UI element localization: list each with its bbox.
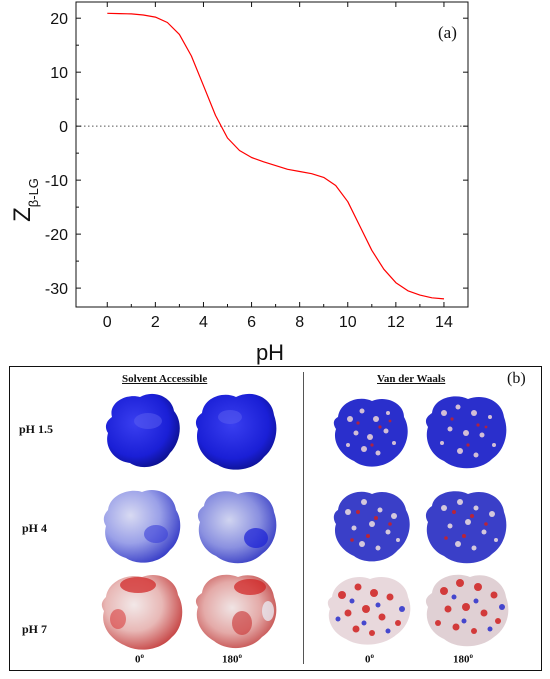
chart-series [107, 12, 445, 300]
x-tick-label: 0 [103, 314, 112, 331]
surface-vdw-ph1-5-180deg [425, 396, 507, 469]
x-tick-label: 10 [339, 314, 357, 331]
x-tick-label: 12 [387, 314, 405, 331]
surface-vdw-ph7-0deg [327, 577, 411, 645]
surface-vdw-ph4-180deg [425, 491, 507, 564]
y-axis-title-main: Z [9, 207, 36, 222]
chart-axes [75, 1, 469, 308]
heading-solvent-accessible: Solvent Accessible [122, 373, 208, 385]
x-tick-label: 14 [435, 314, 453, 331]
surface-sa-ph4-0deg [103, 490, 181, 563]
heading-van-der-waals: Van der Waals [377, 373, 446, 385]
x-tick-label: 6 [247, 314, 256, 331]
svg-text:Zβ-LG: Zβ-LG [9, 178, 41, 222]
surface-sa-ph7-0deg [101, 575, 183, 650]
surface-sa-ph1-5-180deg [195, 393, 277, 470]
row-label-ph-7: pH 7 [22, 622, 48, 636]
y-tick-label: 0 [59, 119, 68, 136]
y-tick-label: 20 [50, 11, 68, 28]
y-tick-label: -30 [45, 281, 68, 298]
surface-sa-ph7-180deg [195, 574, 277, 649]
y-axis-title: Zβ-LG [9, 178, 41, 222]
x-axis-title: pH [256, 340, 284, 365]
surface-vdw-ph1-5-0deg [333, 398, 408, 467]
x-tick-label: 4 [199, 314, 208, 331]
surface-vdw-ph4-0deg [333, 491, 410, 562]
row-label-ph-1-5: pH 1.5 [19, 422, 54, 436]
surface-sa-ph1-5-0deg [105, 393, 180, 468]
x-tick-label: 2 [151, 314, 160, 331]
chart-a: 0 2 4 6 8 10 12 14 -30 -20 -10 0 10 20 (a) pH Zβ-LG [9, 1, 469, 365]
y-tick-label: -10 [45, 173, 68, 190]
panel-b: (b) Solvent Accessible Van der Waals pH … [9, 366, 542, 671]
chart-ticks: 0 2 4 6 8 10 12 14 -30 -20 -10 0 10 20 [45, 2, 468, 331]
plot-frame [75, 1, 469, 308]
angle-label-vdw-180: 180o [453, 652, 473, 666]
row-label-ph-4: pH 4 [22, 521, 48, 535]
series-line-0 [107, 12, 445, 300]
angle-label-vdw-0: 0o [365, 652, 374, 666]
angle-label-sa-180: 180o [222, 652, 242, 666]
angle-label-sa-0: 0o [135, 652, 144, 666]
panel-a-label: (a) [438, 23, 457, 42]
y-tick-label: -20 [45, 227, 68, 244]
panel-b-label: (b) [507, 370, 526, 387]
y-axis-title-subscript: β-LG [26, 178, 41, 207]
x-tick-label: 8 [295, 314, 304, 331]
panel-divider [303, 372, 304, 664]
surface-sa-ph4-180deg [197, 491, 277, 564]
y-tick-label: 10 [50, 65, 68, 82]
surface-vdw-ph7-180deg [425, 574, 509, 647]
